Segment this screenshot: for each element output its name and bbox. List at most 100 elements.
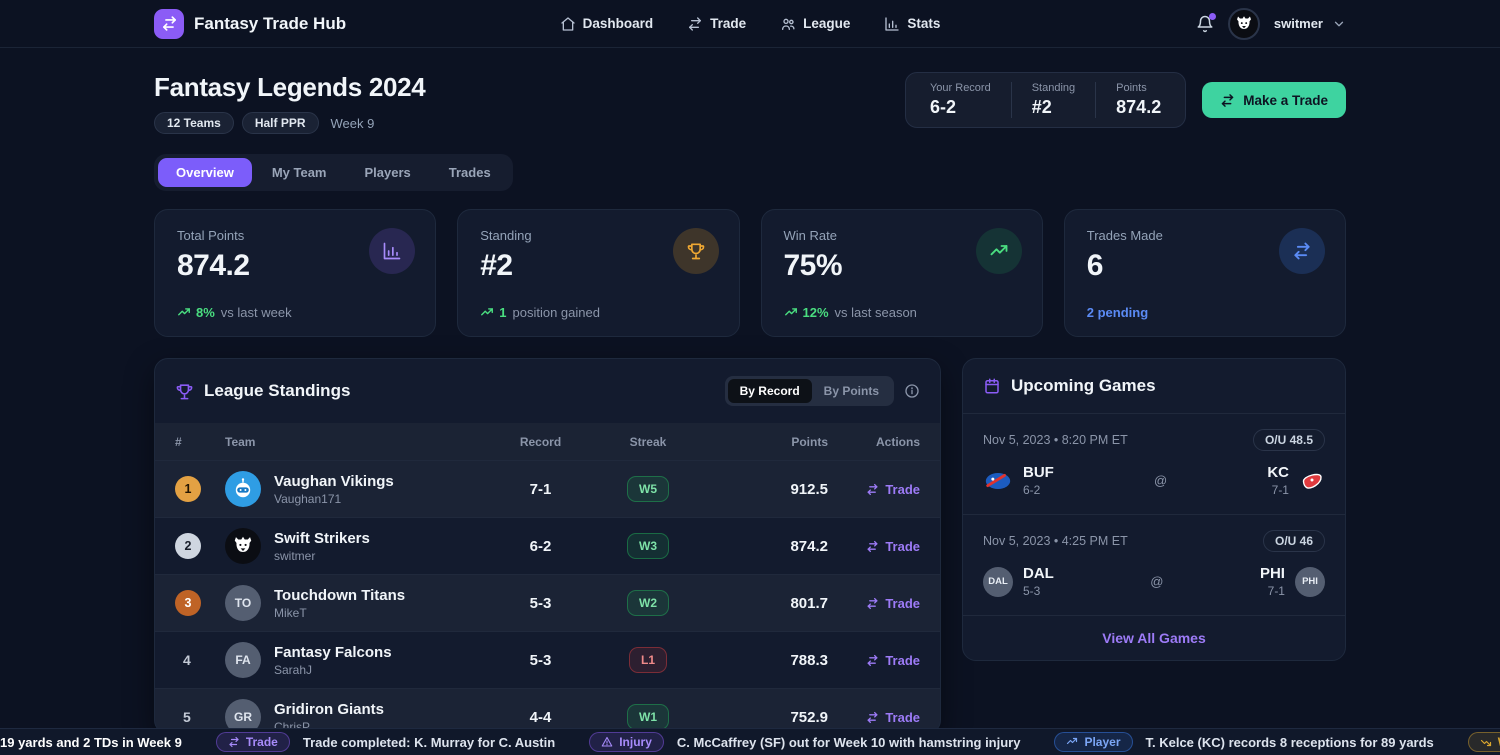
col-actions: Actions bbox=[875, 434, 920, 449]
game-item: Nov 5, 2023 • 8:20 PM ET O/U 48.5 BUF 6-… bbox=[963, 414, 1345, 515]
bills-team-logo bbox=[983, 470, 1013, 492]
team-owner: MikeT bbox=[274, 605, 307, 620]
nav-menu: Dashboard Trade League Stats bbox=[560, 16, 940, 32]
ticker-text: Trade completed: K. Murray for C. Austin bbox=[302, 734, 556, 750]
top-nav: Fantasy Trade Hub Dashboard Trade League… bbox=[0, 0, 1500, 48]
trending-up-icon bbox=[975, 228, 1022, 274]
ticker-item-waiver: Waiver D. Hopkins claimed off waivers bbox=[1467, 732, 1500, 752]
trade-action-button[interactable]: Trade bbox=[866, 596, 920, 611]
stat-card-total-points: Total Points 874.2 8% vs last week bbox=[154, 209, 437, 337]
away-team-abbr: DAL bbox=[1023, 565, 1054, 582]
eagles-team-badge: PHI bbox=[1294, 566, 1325, 597]
upcoming-games-panel: Upcoming Games Nov 5, 2023 • 8:20 PM ET … bbox=[962, 358, 1346, 661]
trophy-icon bbox=[672, 228, 719, 274]
player-tag-badge: Player bbox=[1054, 732, 1133, 752]
team-avatar-initials: GR bbox=[225, 699, 261, 733]
points-value: 752.9 bbox=[790, 708, 828, 726]
stat-label: Standing bbox=[1031, 82, 1076, 94]
user-avatar[interactable] bbox=[1227, 7, 1260, 40]
swap-arrows-icon bbox=[1220, 93, 1235, 108]
view-all-games-link[interactable]: View All Games bbox=[1102, 630, 1206, 646]
trade-action-button[interactable]: Trade bbox=[866, 653, 920, 668]
nav-item-league[interactable]: League bbox=[780, 16, 850, 32]
trend-text: vs last week bbox=[220, 305, 292, 320]
streak-badge: W5 bbox=[627, 476, 669, 502]
at-symbol: @ bbox=[1153, 473, 1168, 488]
tag-label: Waiver bbox=[1498, 735, 1500, 749]
notifications-bell-icon[interactable] bbox=[1196, 12, 1216, 33]
rank-number: 4 bbox=[183, 652, 191, 668]
notification-dot bbox=[1208, 12, 1216, 20]
nav-item-trade[interactable]: Trade bbox=[687, 16, 746, 32]
rank-badge-bronze: 3 bbox=[175, 590, 201, 616]
chevron-down-icon bbox=[1332, 17, 1346, 31]
trend-up-icon bbox=[1066, 736, 1078, 748]
tab-overview[interactable]: Overview bbox=[158, 158, 252, 187]
swap-arrows-icon bbox=[866, 711, 879, 724]
trade-label: Trade bbox=[885, 481, 920, 497]
user-menu[interactable]: switmer bbox=[1274, 16, 1346, 31]
stat-label: Points bbox=[1116, 82, 1147, 94]
standing-stat: Standing #2 bbox=[1010, 82, 1095, 118]
swap-arrows-icon bbox=[866, 540, 879, 553]
swap-arrows-icon bbox=[1279, 228, 1325, 274]
league-standings-panel: League Standings By Record By Points # T… bbox=[154, 358, 941, 734]
tab-my-team[interactable]: My Team bbox=[271, 165, 327, 180]
trend-value: 12% bbox=[802, 305, 829, 320]
rank-number: 5 bbox=[183, 709, 191, 725]
record-value: 5-3 bbox=[529, 651, 552, 669]
trend-down-icon bbox=[1480, 736, 1492, 748]
swap-arrows-icon bbox=[866, 597, 879, 610]
col-team: Team bbox=[225, 434, 256, 449]
trade-label: Trade bbox=[885, 709, 920, 725]
tab-trades[interactable]: Trades bbox=[448, 165, 491, 180]
nav-item-label: Stats bbox=[907, 16, 941, 31]
games-title: Upcoming Games bbox=[1011, 376, 1156, 395]
ticker-item-trade: Trade Trade completed: K. Murray for C. … bbox=[215, 732, 556, 752]
table-row: 4 FA Fantasy Falcons SarahJ 5-3 L1 788.3… bbox=[155, 631, 940, 688]
week-label: Week 9 bbox=[330, 115, 375, 131]
tab-players[interactable]: Players bbox=[364, 165, 411, 180]
nav-user-area: switmer bbox=[940, 7, 1346, 40]
team-avatar-robot bbox=[225, 471, 261, 507]
chiefs-team-logo bbox=[1299, 469, 1325, 493]
make-a-trade-button[interactable]: Make a Trade bbox=[1202, 82, 1346, 118]
team-owner: switmer bbox=[274, 548, 316, 563]
over-under-badge: O/U 46 bbox=[1262, 530, 1325, 552]
nav-item-stats[interactable]: Stats bbox=[884, 16, 940, 32]
swap-arrows-icon bbox=[866, 483, 879, 496]
injury-tag-badge: Injury bbox=[589, 732, 664, 752]
trade-action-button[interactable]: Trade bbox=[866, 710, 920, 725]
calendar-icon bbox=[983, 377, 1001, 395]
col-rank: # bbox=[175, 434, 182, 449]
team-name: Touchdown Titans bbox=[274, 586, 406, 604]
trade-action-button[interactable]: Trade bbox=[866, 539, 920, 554]
trade-action-button[interactable]: Trade bbox=[866, 482, 920, 497]
nav-item-label: Trade bbox=[710, 16, 747, 31]
swap-arrows-icon bbox=[228, 736, 240, 748]
table-row: 3 TO Touchdown Titans MikeT 5-3 W2 801.7… bbox=[155, 574, 940, 631]
game-datetime: Nov 5, 2023 • 8:20 PM ET bbox=[983, 433, 1128, 447]
card-label: Trades Made bbox=[1086, 228, 1163, 243]
trend-text: vs last season bbox=[834, 305, 917, 320]
trend-value: 8% bbox=[196, 305, 215, 320]
card-value: #2 bbox=[480, 249, 513, 282]
sort-by-record-button[interactable]: By Record bbox=[727, 379, 812, 403]
game-item: Nov 5, 2023 • 4:25 PM ET O/U 46 DAL DAL … bbox=[963, 515, 1345, 616]
sort-by-points-button[interactable]: By Points bbox=[823, 384, 879, 398]
trophy-icon bbox=[175, 382, 194, 401]
nav-item-dashboard[interactable]: Dashboard bbox=[560, 16, 653, 32]
points-value: 912.5 bbox=[790, 480, 828, 498]
pending-trades-link[interactable]: 2 pending bbox=[1086, 305, 1149, 320]
trend-up-icon bbox=[480, 306, 494, 320]
info-icon[interactable] bbox=[904, 383, 920, 399]
card-label: Standing bbox=[480, 228, 532, 243]
tag-label: Injury bbox=[619, 735, 652, 749]
tag-label: Player bbox=[1084, 735, 1121, 749]
streak-badge: W2 bbox=[627, 590, 669, 616]
waiver-tag-badge: Waiver bbox=[1467, 732, 1500, 752]
your-record-stat: Your Record 6-2 bbox=[910, 82, 1011, 118]
streak-badge: W3 bbox=[627, 533, 669, 559]
home-team-abbr: PHI bbox=[1259, 565, 1285, 582]
col-streak: Streak bbox=[629, 434, 667, 449]
